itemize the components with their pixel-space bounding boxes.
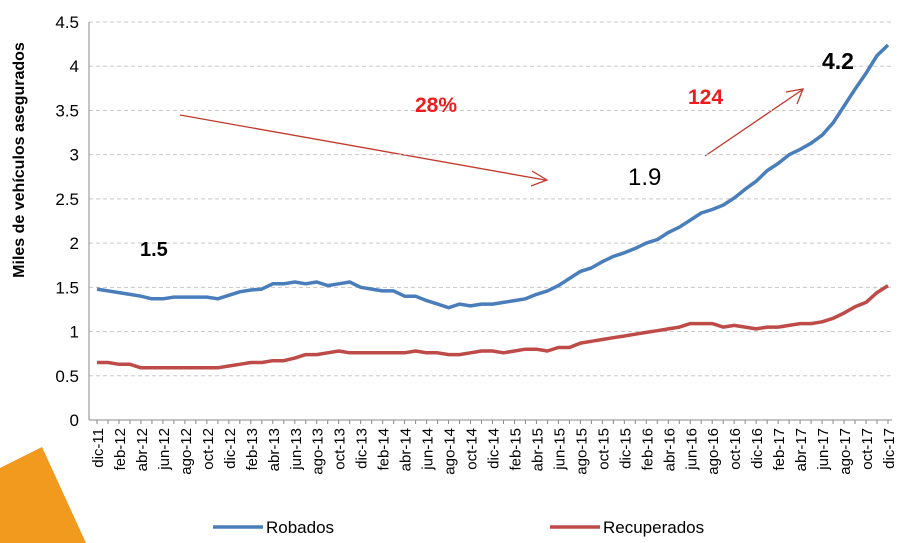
x-tick-label: abr-14 <box>398 428 415 471</box>
x-tick-label: abr-15 <box>529 428 546 471</box>
y-tick-label: 1.5 <box>55 278 79 297</box>
line <box>96 43 890 310</box>
y-tick-label: 3.5 <box>55 101 79 120</box>
x-tick-label: dic-12 <box>222 428 239 469</box>
x-tick-label: feb-13 <box>244 428 261 471</box>
y-tick-label: 4 <box>70 57 79 76</box>
y-axis-label: Miles de vehículos asegurados <box>11 42 28 278</box>
y-tick-label: 2.5 <box>55 190 79 209</box>
x-tick-label: oct-14 <box>464 428 481 470</box>
x-tick-label: oct-12 <box>200 428 217 470</box>
x-tick-label: jun-16 <box>683 428 700 471</box>
x-tick-label: oct-16 <box>727 428 744 470</box>
x-tick-label: ago-16 <box>705 428 722 475</box>
x-tick-label: feb-15 <box>507 428 524 471</box>
x-tick-label: abr-16 <box>661 428 678 471</box>
y-tick-label: 0.5 <box>55 367 79 386</box>
x-tick-label: ago-14 <box>442 428 459 475</box>
arrow <box>704 89 803 157</box>
x-tick-label: dic-14 <box>486 428 503 469</box>
annotation: 1.9 <box>628 164 661 191</box>
arrow <box>179 114 546 181</box>
x-tick-label: jun-12 <box>156 428 173 471</box>
x-tick-label: ago-17 <box>837 428 854 475</box>
x-tick-label: abr-13 <box>266 428 283 471</box>
x-tick-label: jun-14 <box>420 428 437 471</box>
decoration <box>0 447 86 543</box>
annotation: 1.5 <box>140 239 168 261</box>
arrow-head <box>785 88 805 105</box>
x-tick-label: jun-13 <box>288 428 305 471</box>
x-tick-label: dic-16 <box>749 428 766 469</box>
x-tick-label: abr-12 <box>134 428 151 471</box>
x-tick-label: feb-17 <box>771 428 788 471</box>
x-tick-label: feb-14 <box>376 428 393 471</box>
y-tick-label: 3 <box>70 146 79 165</box>
x-tick-label: ago-13 <box>310 428 327 475</box>
y-tick-label: 0 <box>70 411 79 430</box>
y-tick-label: 4.5 <box>55 13 79 32</box>
x-tick-label: feb-16 <box>639 428 656 471</box>
x-tick-label: jun-15 <box>551 428 568 471</box>
x-tick-label: abr-17 <box>793 428 810 471</box>
x-tick-label: dic-17 <box>881 428 897 469</box>
x-tick-label: oct-13 <box>332 428 349 470</box>
annotation: 124 <box>688 86 723 109</box>
legend-label: Robados <box>266 518 334 537</box>
arrow-head <box>530 170 549 187</box>
x-tick-label: dic-11 <box>90 428 107 468</box>
x-tick-label: jun-17 <box>815 428 832 471</box>
x-tick-label: oct-17 <box>859 428 876 470</box>
x-tick-label: dic-13 <box>354 428 371 469</box>
line <box>97 284 889 370</box>
annotation: 28% <box>415 94 457 117</box>
annotation: 4.2 <box>822 48 854 74</box>
y-tick-label: 2 <box>70 234 79 253</box>
y-tick-label: 1 <box>70 323 79 342</box>
legend-label: Recuperados <box>603 518 704 537</box>
x-tick-label: oct-15 <box>595 428 612 470</box>
x-tick-label: ago-12 <box>178 428 195 475</box>
x-tick-label: ago-15 <box>573 428 590 475</box>
x-tick-label: dic-15 <box>617 428 634 469</box>
x-tick-label: feb-12 <box>112 428 129 471</box>
